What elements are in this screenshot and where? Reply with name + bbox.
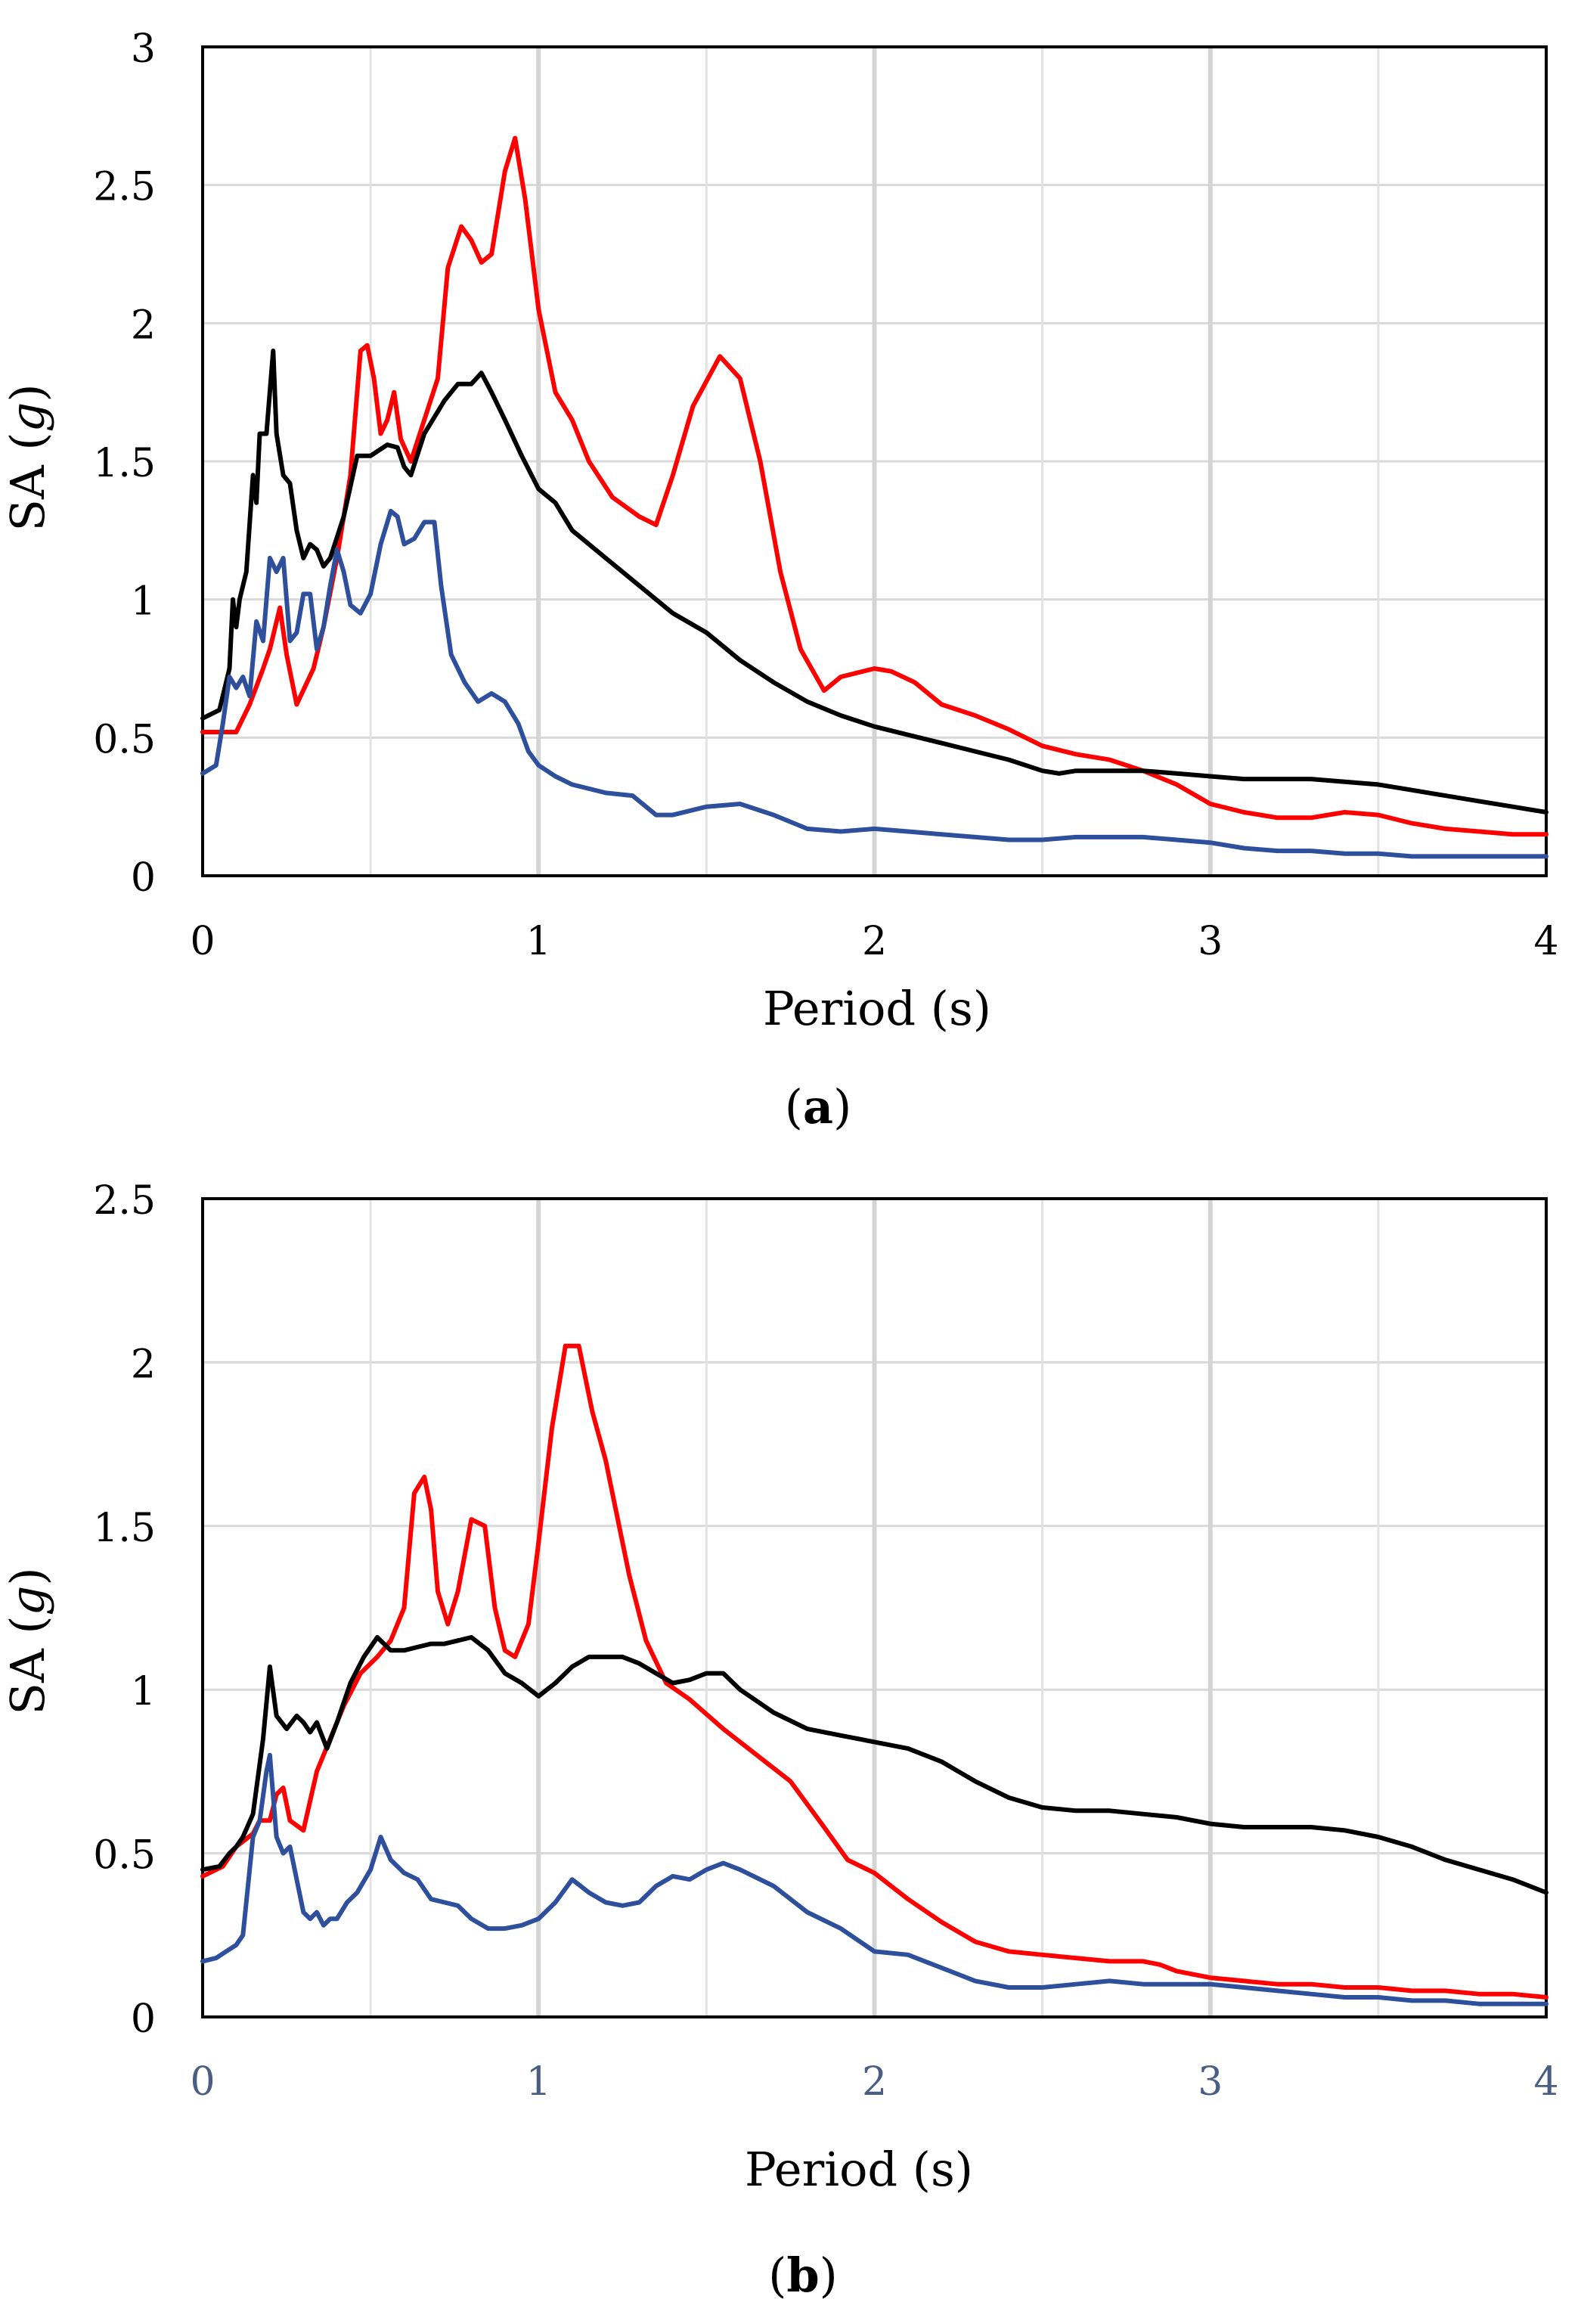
y-tick-label-a: 2.5 <box>93 165 156 210</box>
y-tick-label-a: 0.5 <box>93 717 156 762</box>
panel-label-a: (a) <box>785 1079 852 1134</box>
series-line-blue-b <box>200 1752 1548 2006</box>
series-lines-a <box>200 135 1548 859</box>
x-tick-label-a: 2 <box>862 919 887 964</box>
x-tick-label-b: 1 <box>526 2059 551 2105</box>
y-tick-label-a: 3 <box>131 26 156 72</box>
plot-area-border-b <box>201 1197 1548 2018</box>
x-tick-label-b: 2 <box>862 2059 887 2105</box>
y-tick-label-a: 2 <box>131 303 156 348</box>
series-line-black-a <box>200 348 1548 814</box>
panel-label-b: (b) <box>768 2248 838 2303</box>
y-tick-label-b: 2 <box>131 1342 156 1387</box>
y-tick-label-b: 0.5 <box>93 1833 156 1879</box>
chart-panel-a: 0 0.5 1 1.5 2 2.5 3 0 1 2 3 4 Period (s) SA (g) (a) <box>0 26 1559 1134</box>
series-lines-b <box>200 1343 1548 2006</box>
x-tick-label-a: 0 <box>190 919 215 964</box>
y-tick-label-a: 1 <box>131 579 156 625</box>
plot-area-border-a <box>201 45 1548 877</box>
series-line-red-a <box>200 135 1548 837</box>
series-line-black-b <box>200 1635 1548 1895</box>
tick-labels-a: 0 0.5 1 1.5 2 2.5 3 0 1 2 3 4 <box>93 26 1558 964</box>
tick-labels-b: 0 0.5 1 1.5 2 2.5 0 1 2 3 4 <box>93 1178 1558 2105</box>
x-axis-label-b: Period (s) <box>745 2142 973 2197</box>
x-tick-label-a: 4 <box>1533 919 1558 964</box>
y-tick-label-b: 0 <box>131 1997 156 2042</box>
x-tick-label-b: 3 <box>1198 2059 1223 2105</box>
y-tick-label-b: 1 <box>131 1669 156 1714</box>
y-tick-label-a: 0 <box>131 855 156 901</box>
chart-panel-b: 0 0.5 1 1.5 2 2.5 0 1 2 3 4 Period (s) SA (g) (b) <box>0 1178 1559 2303</box>
y-tick-label-b: 1.5 <box>93 1506 156 1551</box>
x-axis-label-a: Period (s) <box>763 981 991 1036</box>
series-line-blue-a <box>200 508 1548 859</box>
grid-a <box>203 47 1546 876</box>
x-tick-label-b: 4 <box>1533 2059 1558 2105</box>
grid-b <box>203 1199 1546 2017</box>
x-tick-label-a: 1 <box>526 919 551 964</box>
y-axis-label-a: SA (g) <box>0 383 55 531</box>
y-tick-label-b: 2.5 <box>93 1178 156 1224</box>
x-tick-label-b: 0 <box>190 2059 215 2105</box>
y-tick-label-a: 1.5 <box>93 441 156 486</box>
x-tick-label-a: 3 <box>1198 919 1223 964</box>
y-axis-label-b: SA (g) <box>0 1567 55 1714</box>
